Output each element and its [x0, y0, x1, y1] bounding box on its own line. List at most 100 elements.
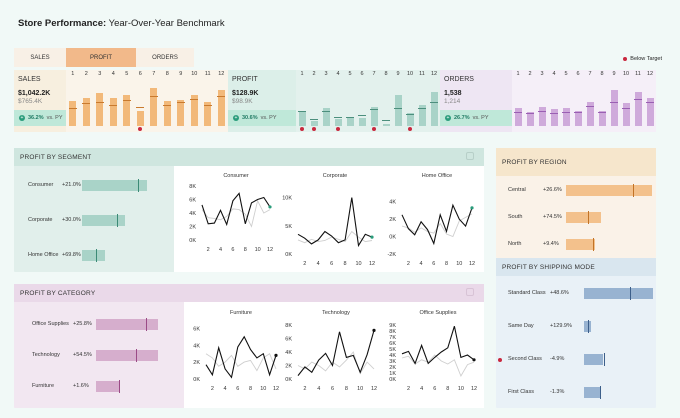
month-tick-label: 12: [218, 71, 225, 77]
bar[interactable]: [150, 88, 158, 126]
bar[interactable]: [217, 90, 225, 126]
bar[interactable]: [622, 103, 630, 126]
month-tick-label: 1: [300, 71, 304, 77]
month-tick-label: 5: [348, 71, 352, 77]
value-bar[interactable]: [584, 288, 653, 299]
bar[interactable]: [310, 120, 318, 126]
bar[interactable]: [550, 109, 558, 126]
value-bar[interactable]: [584, 321, 591, 332]
y-tick-label: 4K: [285, 350, 292, 356]
expand-icon[interactable]: [466, 152, 474, 160]
bar[interactable]: [382, 123, 390, 126]
bar[interactable]: [96, 93, 104, 126]
y-tick-label: 6K: [189, 198, 196, 204]
tab-profit[interactable]: PROFIT: [66, 48, 136, 67]
bar[interactable]: [177, 99, 185, 126]
bar[interactable]: [204, 102, 212, 126]
y-tick-label: 4K: [193, 343, 200, 349]
month-tick-label: 1: [71, 71, 75, 77]
up-arrow-icon: +: [233, 115, 239, 121]
prior-year-line[interactable]: [401, 354, 475, 378]
bar[interactable]: [634, 91, 642, 126]
kpi-card-sales[interactable]: SALES $1,042.2K $765.4K +36.2% vs. PY: [14, 70, 66, 132]
bar[interactable]: [574, 110, 582, 126]
bar[interactable]: [526, 111, 534, 126]
bar[interactable]: [334, 119, 342, 126]
x-tick-label: 8: [345, 386, 348, 392]
kpi-card-orders[interactable]: ORDERS 1,538 1,214 +26.7% vs. PY: [440, 70, 512, 132]
bar[interactable]: [190, 95, 198, 126]
last-point-marker: [370, 235, 374, 239]
kpi-card-profit[interactable]: PROFIT $128.9K $98.9K +30.6% vs. PY: [228, 70, 296, 132]
row-pct: -4.9%: [550, 356, 565, 362]
prior-year-marker: [514, 111, 522, 113]
bar[interactable]: [136, 110, 144, 126]
x-tick-label: 6: [331, 386, 334, 392]
value-bar[interactable]: [82, 180, 147, 191]
below-target-dot-icon: [498, 358, 502, 362]
bar[interactable]: [394, 94, 402, 126]
x-tick-label: 8: [244, 247, 247, 253]
expand-icon[interactable]: [466, 288, 474, 296]
bar[interactable]: [358, 117, 366, 126]
y-tick-label: 7K: [389, 335, 396, 341]
value-bar[interactable]: [584, 354, 603, 365]
prior-year-line[interactable]: [297, 351, 375, 375]
current-year-line[interactable]: [205, 335, 277, 379]
current-year-line[interactable]: [401, 326, 475, 365]
prior-year-line[interactable]: [297, 230, 373, 244]
bar[interactable]: [69, 101, 77, 126]
prior-year-marker: [122, 99, 131, 101]
current-year-line[interactable]: [401, 203, 473, 246]
value-bar[interactable]: [96, 319, 159, 330]
bar[interactable]: [610, 90, 618, 126]
bar[interactable]: [598, 110, 606, 126]
bar[interactable]: [123, 95, 131, 126]
x-tick-label: 2: [303, 261, 306, 267]
bar[interactable]: [322, 108, 330, 126]
bar[interactable]: [406, 112, 414, 126]
x-tick-label: 8: [249, 386, 252, 392]
value-bar[interactable]: [82, 250, 105, 261]
tab-sales[interactable]: SALES: [14, 48, 66, 67]
bar[interactable]: [418, 105, 426, 126]
value-bar[interactable]: [566, 239, 596, 250]
y-tick-label: 6K: [193, 326, 200, 332]
current-year-line[interactable]: [297, 330, 375, 376]
current-year-line[interactable]: [297, 197, 373, 248]
row-pct: +74.5%: [543, 214, 562, 220]
bar[interactable]: [430, 91, 438, 126]
bar[interactable]: [298, 111, 306, 126]
bar[interactable]: [370, 107, 378, 126]
bar[interactable]: [562, 108, 570, 126]
tab-orders[interactable]: ORDERS: [136, 48, 194, 67]
value-bar[interactable]: [96, 381, 120, 392]
prior-year-marker: [646, 102, 654, 104]
month-tick-label: 9: [179, 71, 183, 77]
bar[interactable]: [514, 108, 522, 126]
x-tick-label: 6: [432, 261, 435, 267]
segment-lines-area: [174, 166, 484, 272]
value-bar[interactable]: [566, 185, 653, 196]
prior-year-marker: [203, 104, 212, 106]
prior-year-marker: [117, 214, 119, 227]
value-bar[interactable]: [566, 212, 602, 223]
x-tick-label: 10: [260, 386, 266, 392]
bar[interactable]: [109, 98, 117, 126]
bar[interactable]: [538, 107, 546, 126]
bar[interactable]: [346, 117, 354, 126]
value-bar[interactable]: [96, 350, 159, 361]
current-year-line[interactable]: [201, 192, 271, 227]
bar[interactable]: [163, 101, 171, 126]
bar[interactable]: [82, 97, 90, 126]
prior-year-marker: [603, 353, 605, 366]
value-bar[interactable]: [584, 387, 600, 398]
value-bar[interactable]: [82, 215, 126, 226]
x-tick-label: 12: [273, 386, 279, 392]
bar[interactable]: [646, 97, 654, 126]
bar[interactable]: [586, 102, 594, 126]
prior-year-marker: [190, 99, 199, 101]
kpi-bar-chart: [512, 70, 656, 132]
last-point-marker: [472, 358, 476, 362]
prior-year-line[interactable]: [201, 199, 271, 228]
